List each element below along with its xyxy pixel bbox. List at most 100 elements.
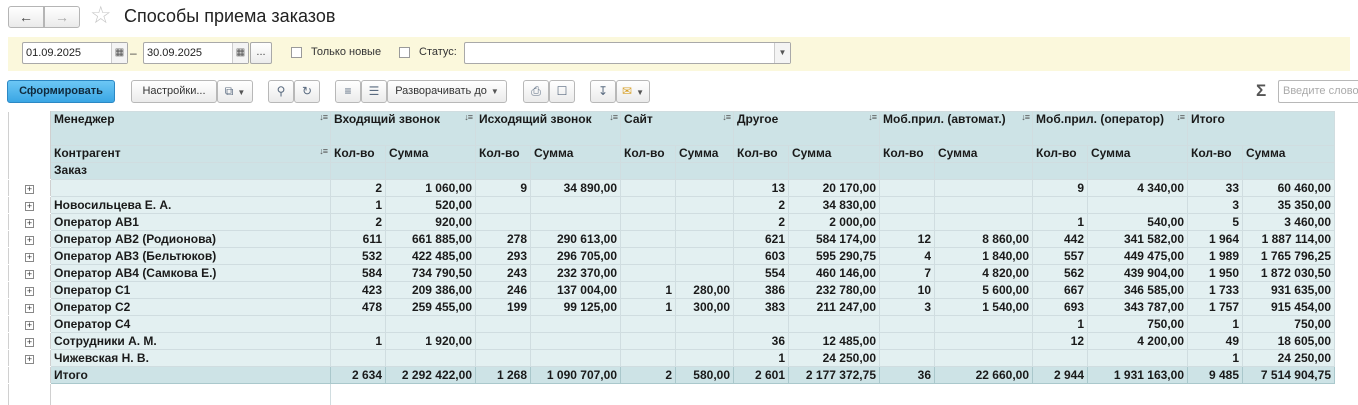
row-name-cell[interactable]: Оператор АВ3 (Бельтюков) xyxy=(50,247,331,265)
qty-cell[interactable]: 9 xyxy=(1032,179,1088,197)
expand-plus-icon[interactable]: + xyxy=(25,320,34,330)
sum-cell[interactable]: 7 514 904,75 xyxy=(1242,366,1335,384)
print-button[interactable]: ⎙ xyxy=(523,80,549,103)
column-qty-header[interactable]: Кол-во xyxy=(330,145,386,163)
qty-cell[interactable] xyxy=(879,315,935,333)
qty-cell[interactable]: 199 xyxy=(475,298,531,316)
expand-plus-icon[interactable]: + xyxy=(25,235,34,245)
qty-cell[interactable]: 12 xyxy=(1032,332,1088,350)
qty-cell[interactable] xyxy=(620,213,676,231)
table-row[interactable]: + Оператор АВ3 (Бельтюков) 532 422 485,00 29… xyxy=(8,247,1335,265)
qty-cell[interactable] xyxy=(620,247,676,265)
sum-cell[interactable] xyxy=(530,315,621,333)
qty-cell[interactable] xyxy=(620,315,676,333)
sum-cell[interactable] xyxy=(934,315,1033,333)
sum-cell[interactable]: 296 705,00 xyxy=(530,247,621,265)
sort-icon[interactable]: ↓≡ xyxy=(1021,112,1030,123)
send-button[interactable]: ✉ ▼ xyxy=(616,80,650,103)
column-counterparty-header[interactable]: Контрагент ↓≡ xyxy=(50,145,331,163)
sort-icon[interactable]: ↓≡ xyxy=(319,112,328,123)
qty-cell[interactable] xyxy=(1032,196,1088,214)
sum-cell[interactable]: 35 350,00 xyxy=(1242,196,1335,214)
row-name-cell[interactable]: Оператор АВ2 (Родионова) xyxy=(50,230,331,248)
calendar-icon[interactable]: ▦ xyxy=(232,43,248,63)
sum-cell[interactable]: 449 475,00 xyxy=(1087,247,1188,265)
column-manager-header[interactable]: Менеджер ↓≡ xyxy=(50,111,331,146)
sum-cell[interactable]: 2 177 372,75 xyxy=(788,366,880,384)
qty-cell[interactable] xyxy=(475,349,531,367)
forward-button[interactable]: → xyxy=(44,6,80,28)
qty-cell[interactable]: 2 xyxy=(733,196,789,214)
qty-cell[interactable]: 584 xyxy=(330,264,386,282)
sum-cell[interactable]: 22 660,00 xyxy=(934,366,1033,384)
qty-cell[interactable]: 1 xyxy=(330,332,386,350)
qty-cell[interactable] xyxy=(620,332,676,350)
sort-icon[interactable]: ↓≡ xyxy=(319,146,328,157)
sum-cell[interactable]: 280,00 xyxy=(675,281,734,299)
sum-cell[interactable]: 259 455,00 xyxy=(385,298,476,316)
column-group-header[interactable]: Итого xyxy=(1187,111,1335,146)
column-qty-header[interactable]: Кол-во xyxy=(879,145,935,163)
table-row[interactable]: + Чижевская Н. В. 1 24 250,00 1 24 250,00 xyxy=(8,349,1335,367)
sum-cell[interactable]: 595 290,75 xyxy=(788,247,880,265)
table-row[interactable]: + Оператор С1 423 209 386,00 246 137 004,00 1 2… xyxy=(8,281,1335,299)
qty-cell[interactable] xyxy=(475,315,531,333)
qty-cell[interactable]: 278 xyxy=(475,230,531,248)
sum-cell[interactable]: 920,00 xyxy=(385,213,476,231)
qty-cell[interactable]: 532 xyxy=(330,247,386,265)
sum-cell[interactable]: 1 765 796,25 xyxy=(1242,247,1335,265)
column-qty-header[interactable]: Кол-во xyxy=(1187,145,1243,163)
qty-cell[interactable]: 1 xyxy=(1032,315,1088,333)
sum-cell[interactable]: 343 787,00 xyxy=(1087,298,1188,316)
sum-icon[interactable]: Σ xyxy=(1256,81,1267,100)
row-name-cell[interactable] xyxy=(50,179,331,197)
qty-cell[interactable] xyxy=(733,315,789,333)
qty-cell[interactable]: 1 xyxy=(620,298,676,316)
sum-cell[interactable]: 1 931 163,00 xyxy=(1087,366,1188,384)
qty-cell[interactable] xyxy=(475,213,531,231)
table-row[interactable]: + Оператор АВ4 (Самкова Е.) 584 734 790,50 2… xyxy=(8,264,1335,282)
qty-cell[interactable]: 603 xyxy=(733,247,789,265)
expand-plus-icon[interactable]: + xyxy=(25,218,34,228)
sum-cell[interactable]: 460 146,00 xyxy=(788,264,880,282)
row-name-cell[interactable]: Итого xyxy=(50,366,331,384)
qty-cell[interactable] xyxy=(879,213,935,231)
qty-cell[interactable] xyxy=(879,349,935,367)
qty-cell[interactable]: 1 xyxy=(1032,213,1088,231)
sum-cell[interactable]: 422 485,00 xyxy=(385,247,476,265)
sum-cell[interactable] xyxy=(934,179,1033,197)
column-order-header[interactable]: Заказ xyxy=(50,162,331,180)
qty-cell[interactable]: 293 xyxy=(475,247,531,265)
find-next-button[interactable]: ↻ xyxy=(294,80,320,103)
sum-cell[interactable] xyxy=(385,349,476,367)
qty-cell[interactable]: 611 xyxy=(330,230,386,248)
qty-cell[interactable]: 386 xyxy=(733,281,789,299)
sum-cell[interactable]: 18 605,00 xyxy=(1242,332,1335,350)
sum-cell[interactable] xyxy=(788,315,880,333)
sum-cell[interactable] xyxy=(675,230,734,248)
expand-plus-icon[interactable]: + xyxy=(25,286,34,296)
qty-cell[interactable]: 1 268 xyxy=(475,366,531,384)
table-row[interactable]: +2 1 060,00 9 34 890,00 13 20 170,00 9 4 340,00… xyxy=(8,179,1335,197)
sort-icon[interactable]: ↓≡ xyxy=(1176,112,1185,123)
sum-cell[interactable]: 290 613,00 xyxy=(530,230,621,248)
sum-cell[interactable]: 1 090 707,00 xyxy=(530,366,621,384)
sum-cell[interactable] xyxy=(934,196,1033,214)
expand-plus-icon[interactable]: + xyxy=(25,354,34,364)
sum-cell[interactable]: 24 250,00 xyxy=(788,349,880,367)
qty-cell[interactable] xyxy=(330,349,386,367)
expand-plus-icon[interactable]: + xyxy=(25,337,34,347)
row-name-cell[interactable]: Оператор С1 xyxy=(50,281,331,299)
table-row[interactable]: + Оператор С4 1 750,00 1 750,00 xyxy=(8,315,1335,333)
expand-plus-icon[interactable]: + xyxy=(25,201,34,211)
total-row[interactable]: Итого 2 634 2 292 422,00 1 268 1 090 707,00 2… xyxy=(8,366,1335,384)
sum-cell[interactable]: 34 830,00 xyxy=(788,196,880,214)
sum-cell[interactable] xyxy=(530,213,621,231)
sum-cell[interactable]: 24 250,00 xyxy=(1242,349,1335,367)
sum-cell[interactable]: 4 820,00 xyxy=(934,264,1033,282)
qty-cell[interactable]: 9 485 xyxy=(1187,366,1243,384)
qty-cell[interactable] xyxy=(620,179,676,197)
sum-cell[interactable]: 3 460,00 xyxy=(1242,213,1335,231)
qty-cell[interactable]: 1 xyxy=(1187,349,1243,367)
sort-icon[interactable]: ↓≡ xyxy=(722,112,731,123)
